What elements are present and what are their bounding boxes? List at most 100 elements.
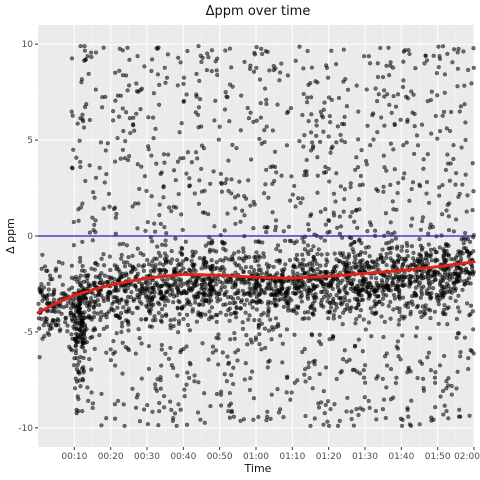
- data-point: [425, 152, 430, 157]
- data-point: [392, 167, 397, 172]
- data-point: [400, 333, 405, 338]
- data-point: [168, 260, 173, 266]
- data-point: [145, 220, 150, 225]
- data-point: [59, 291, 64, 296]
- data-point: [392, 259, 397, 264]
- data-point: [193, 296, 198, 301]
- data-point: [82, 104, 88, 110]
- data-point: [93, 218, 98, 223]
- data-point: [184, 291, 189, 296]
- data-point: [337, 314, 342, 319]
- data-point: [446, 383, 451, 388]
- data-point: [462, 281, 467, 286]
- data-point: [368, 306, 373, 311]
- data-point: [223, 302, 228, 307]
- data-point: [187, 184, 192, 189]
- data-point: [395, 190, 400, 196]
- data-point: [312, 308, 317, 313]
- data-point: [292, 307, 297, 312]
- data-point: [177, 261, 182, 266]
- data-point: [71, 147, 76, 152]
- data-point: [210, 240, 215, 245]
- data-point: [462, 83, 467, 88]
- data-point: [323, 164, 328, 169]
- data-point: [109, 306, 114, 311]
- data-point: [149, 298, 155, 303]
- data-point: [466, 67, 471, 73]
- data-point: [155, 300, 161, 305]
- data-point: [58, 327, 63, 332]
- data-point: [331, 210, 336, 215]
- data-point: [210, 350, 215, 355]
- data-point: [437, 185, 442, 190]
- data-point: [398, 117, 403, 122]
- data-point: [331, 316, 336, 321]
- data-point: [437, 282, 443, 287]
- data-point: [231, 381, 236, 387]
- data-point: [423, 311, 428, 316]
- data-point: [303, 379, 308, 384]
- data-point: [271, 264, 276, 269]
- data-point: [325, 399, 331, 404]
- data-point: [447, 178, 452, 183]
- data-point: [257, 136, 262, 142]
- data-point: [135, 246, 140, 251]
- data-point: [345, 278, 350, 283]
- data-point: [179, 212, 184, 217]
- data-point: [126, 322, 131, 327]
- data-point: [232, 251, 237, 256]
- data-point: [302, 346, 307, 352]
- data-point: [461, 246, 466, 251]
- data-point: [427, 336, 432, 341]
- data-point: [202, 210, 207, 215]
- data-point: [202, 420, 207, 425]
- data-point: [121, 305, 126, 310]
- data-point: [104, 324, 109, 329]
- data-point: [471, 327, 476, 332]
- data-point: [101, 45, 106, 50]
- data-point: [302, 310, 307, 315]
- data-point: [413, 285, 418, 290]
- data-point: [424, 257, 429, 263]
- data-point: [335, 225, 340, 230]
- data-point: [202, 299, 208, 304]
- data-point: [411, 250, 416, 255]
- data-point: [195, 156, 200, 161]
- data-point: [389, 110, 394, 115]
- data-point: [177, 300, 182, 305]
- data-point: [219, 403, 224, 408]
- data-point: [270, 325, 275, 330]
- data-point: [216, 137, 221, 142]
- data-point: [302, 133, 307, 138]
- data-point: [299, 261, 305, 267]
- data-point: [181, 75, 187, 80]
- data-point: [396, 279, 401, 284]
- data-point: [228, 312, 233, 317]
- data-point: [208, 404, 213, 409]
- data-point: [178, 156, 183, 161]
- data-point: [308, 423, 313, 428]
- data-point: [127, 57, 132, 62]
- data-point: [223, 90, 228, 95]
- data-point: [251, 290, 256, 295]
- data-point: [310, 301, 315, 306]
- data-point: [393, 287, 398, 292]
- data-point: [399, 256, 405, 261]
- data-point: [199, 189, 204, 194]
- data-point: [239, 277, 244, 283]
- data-point: [169, 363, 174, 368]
- data-point: [136, 327, 141, 332]
- data-point: [318, 209, 323, 214]
- data-point: [82, 349, 87, 354]
- data-point: [306, 118, 311, 124]
- data-point: [276, 321, 281, 327]
- data-point: [208, 181, 213, 186]
- data-point: [284, 327, 289, 332]
- data-point: [150, 259, 155, 264]
- data-point: [99, 423, 104, 428]
- data-point: [449, 290, 454, 295]
- data-point: [355, 296, 360, 302]
- data-point: [229, 177, 234, 182]
- data-point: [309, 130, 314, 135]
- data-point: [390, 264, 395, 269]
